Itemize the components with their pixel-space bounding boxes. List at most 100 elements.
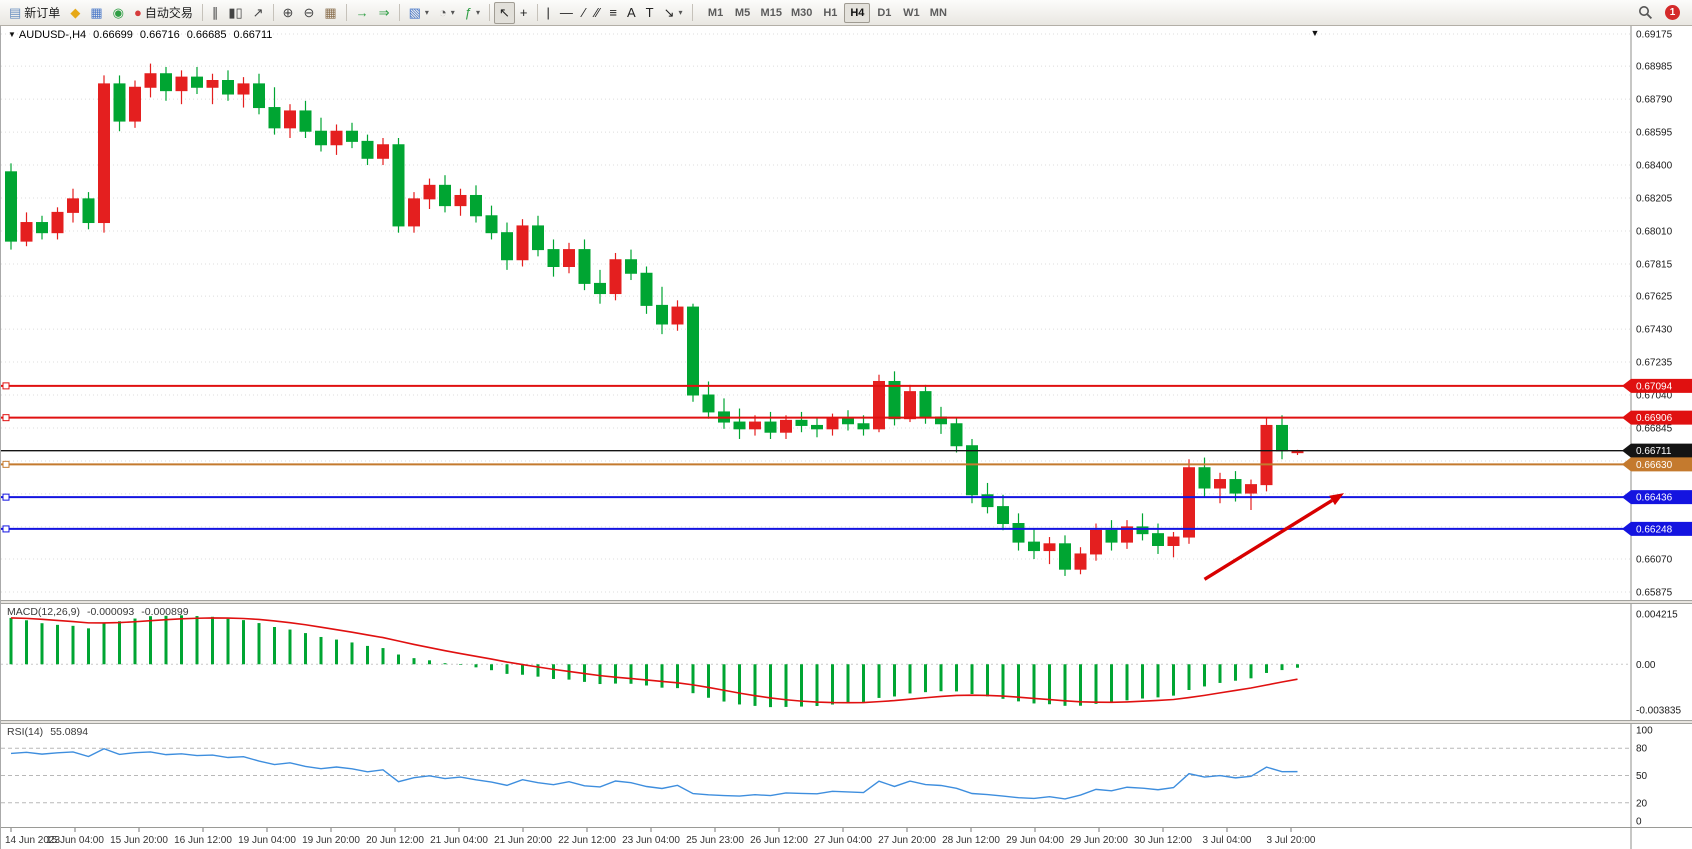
rsi-pane[interactable]: RSI(14) 55.0894 100 80 50 20 0 bbox=[1, 724, 1692, 827]
zoom-out-button[interactable]: ⊖ bbox=[298, 2, 319, 24]
svg-text:0.66630: 0.66630 bbox=[1636, 460, 1673, 471]
svg-text:0.67430: 0.67430 bbox=[1636, 325, 1673, 336]
line-chart-button[interactable]: ↗ bbox=[248, 2, 269, 24]
macd-canvas[interactable]: 0.004215 0.00 -0.003835 bbox=[1, 604, 1692, 720]
notification-badge[interactable]: 1 bbox=[1665, 5, 1680, 20]
bar-chart-button[interactable]: ∥ bbox=[207, 2, 224, 24]
toolbar-separator bbox=[345, 4, 347, 21]
svg-text:0.66906: 0.66906 bbox=[1636, 413, 1673, 424]
svg-text:0.67815: 0.67815 bbox=[1636, 259, 1673, 270]
price-pane[interactable]: ▼ AUDUSD-,H4 0.66699 0.66716 0.66685 0.66711 … bbox=[1, 26, 1692, 600]
chart-window: ▼ AUDUSD-,H4 0.66699 0.66716 0.66685 0.66711 … bbox=[0, 26, 1692, 849]
chart-shift-icon: ⇒ bbox=[378, 5, 390, 20]
new-order-button[interactable]: ▤ 新订单 bbox=[4, 2, 65, 24]
svg-text:0.68400: 0.68400 bbox=[1636, 161, 1673, 172]
new-chart-icon: ▧ bbox=[408, 5, 421, 20]
window-position-marker: ▼ bbox=[1311, 28, 1320, 38]
mql5-community-button[interactable]: ◉ bbox=[108, 2, 129, 24]
svg-text:0: 0 bbox=[1636, 817, 1642, 828]
fibonacci-button[interactable]: ≡ bbox=[604, 2, 622, 24]
price-line-label: 0.66436 bbox=[1622, 490, 1692, 505]
svg-text:30 Jun 12:00: 30 Jun 12:00 bbox=[1134, 835, 1192, 846]
timeframe-d1-button[interactable]: D1 bbox=[871, 3, 897, 23]
vertical-line-button[interactable]: | bbox=[542, 2, 555, 24]
chart-title: ▼ AUDUSD-,H4 0.66699 0.66716 0.66685 0.66711 bbox=[8, 29, 272, 41]
chart-shift-button[interactable]: ⇒ bbox=[374, 2, 395, 24]
trend-arrow-object[interactable] bbox=[1203, 493, 1345, 581]
price-line-label: 0.66711 bbox=[1622, 443, 1692, 458]
vertical-line-icon: | bbox=[546, 5, 550, 20]
chart-dropdown-icon[interactable]: ▼ bbox=[8, 30, 16, 39]
line-handle[interactable] bbox=[2, 414, 10, 422]
svg-text:25 Jun 23:00: 25 Jun 23:00 bbox=[686, 835, 744, 846]
crosshair-icon: + bbox=[519, 5, 528, 20]
svg-text:0.68595: 0.68595 bbox=[1636, 128, 1673, 139]
horizontal-line-button[interactable]: — bbox=[555, 2, 578, 24]
price-line-label: 0.66248 bbox=[1622, 521, 1692, 536]
macd-axis-labels: 0.004215 0.00 -0.003835 bbox=[1636, 610, 1681, 717]
timeframe-w1-button[interactable]: W1 bbox=[898, 3, 924, 23]
candles bbox=[5, 63, 1304, 576]
pane-separator[interactable] bbox=[1, 600, 1692, 604]
timeframe-m15-button[interactable]: M15 bbox=[757, 3, 786, 23]
toolbar-separator bbox=[536, 4, 538, 21]
trend-line-button[interactable]: ∕ bbox=[578, 2, 590, 24]
search-icon bbox=[1639, 6, 1653, 20]
price-chart-canvas[interactable]: 0.69175 0.68985 0.68790 0.68595 0.68400 0.682… bbox=[1, 26, 1692, 600]
auto-trading-button[interactable]: ● 自动交易 bbox=[129, 2, 198, 24]
equidistant-channel-button[interactable]: ∕∕ bbox=[590, 2, 604, 24]
timeframe-h1-button[interactable]: H1 bbox=[817, 3, 843, 23]
line-handle[interactable] bbox=[2, 493, 10, 501]
ohlc-close: 0.66711 bbox=[233, 29, 273, 41]
toolbar-separator bbox=[691, 4, 693, 21]
line-handle[interactable] bbox=[2, 382, 10, 390]
text-icon: A bbox=[627, 5, 636, 20]
indicators-button[interactable]: ƒ ▾ bbox=[460, 2, 485, 24]
timeframe-mn-button[interactable]: MN bbox=[925, 3, 951, 23]
horizontal-line-objects[interactable] bbox=[1, 382, 1631, 533]
timeframe-m30-button[interactable]: M30 bbox=[787, 3, 816, 23]
ohlc-high: 0.66716 bbox=[139, 29, 180, 41]
time-axis[interactable]: 14 Jun 2023 15 Jun 04:00 15 Jun 20:00 16 Ju… bbox=[1, 827, 1692, 849]
macd-pane[interactable]: MACD(12,26,9) -0.000093 -0.000899 0.004215… bbox=[1, 604, 1692, 720]
timeframe-m5-button[interactable]: M5 bbox=[730, 3, 756, 23]
pane-separator[interactable] bbox=[1, 720, 1692, 724]
dropdown-caret-icon: ▾ bbox=[475, 8, 480, 17]
tile-windows-icon: ▦ bbox=[324, 5, 337, 20]
search-button[interactable] bbox=[1633, 2, 1658, 24]
timeframe-h4-button[interactable]: H4 bbox=[844, 2, 871, 23]
svg-text:26 Jun 12:00: 26 Jun 12:00 bbox=[750, 835, 808, 846]
zoom-in-icon: ⊕ bbox=[282, 5, 294, 20]
metaeditor-button[interactable]: ◆ bbox=[65, 2, 85, 24]
text-button[interactable]: A bbox=[622, 2, 641, 24]
line-handle[interactable] bbox=[2, 460, 10, 468]
chart-window-button[interactable]: ▦ bbox=[85, 2, 107, 24]
candlestick-chart-button[interactable]: ▮▯ bbox=[223, 2, 247, 24]
line-handle[interactable] bbox=[2, 525, 10, 533]
auto-trading-label: 自动交易 bbox=[144, 6, 193, 20]
svg-text:21 Jun 20:00: 21 Jun 20:00 bbox=[494, 835, 552, 846]
svg-text:0.68010: 0.68010 bbox=[1636, 226, 1673, 237]
periods-icon: ◔ bbox=[438, 5, 447, 20]
toolbar-separator bbox=[272, 4, 274, 21]
arrows-button[interactable]: ↘ ▾ bbox=[659, 2, 688, 24]
svg-text:3 Jul 04:00: 3 Jul 04:00 bbox=[1203, 835, 1252, 846]
equidistant-channel-icon: ∕∕ bbox=[595, 5, 600, 20]
text-label-button[interactable]: T bbox=[641, 2, 659, 24]
timeframe-m1-button[interactable]: M1 bbox=[703, 3, 729, 23]
fibonacci-icon: ≡ bbox=[609, 5, 617, 20]
auto-scroll-button[interactable]: → bbox=[351, 2, 374, 24]
toolbar-separator bbox=[201, 4, 203, 21]
rsi-canvas[interactable]: 100 80 50 20 0 bbox=[1, 724, 1692, 827]
periods-button[interactable]: ◔ ▾ bbox=[434, 2, 460, 24]
crosshair-button[interactable]: + bbox=[515, 2, 533, 24]
rsi-level-lines bbox=[1, 747, 1631, 804]
svg-text:29 Jun 04:00: 29 Jun 04:00 bbox=[1006, 835, 1064, 846]
cursor-button[interactable]: ↖ bbox=[494, 1, 515, 24]
new-chart-button[interactable]: ▧ ▾ bbox=[404, 2, 434, 24]
rsi-label: RSI(14) 55.0894 bbox=[7, 726, 95, 738]
zoom-in-button[interactable]: ⊕ bbox=[278, 2, 299, 24]
svg-text:15 Jun 04:00: 15 Jun 04:00 bbox=[46, 835, 104, 846]
tile-windows-button[interactable]: ▦ bbox=[319, 2, 341, 24]
